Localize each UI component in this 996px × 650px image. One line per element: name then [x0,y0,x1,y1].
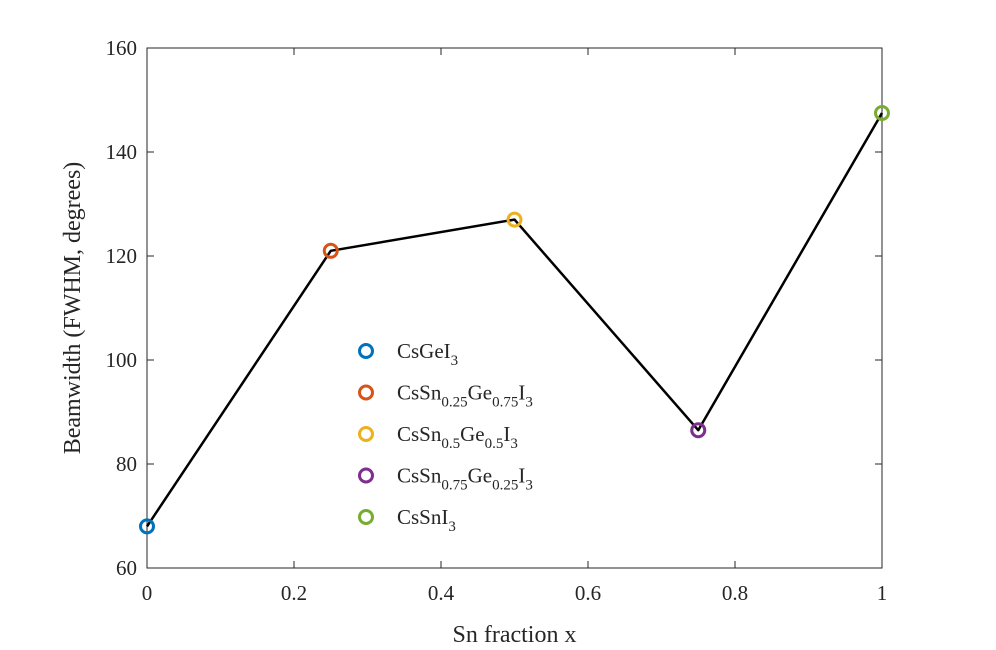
y-tick-label: 120 [106,244,138,268]
y-tick-label: 100 [106,348,138,372]
y-tick-label: 160 [106,36,138,60]
legend-label: CsSn0.75Ge0.25I3 [397,464,533,494]
y-axis-ticks: 60 80 100 120 140 160 [106,36,882,580]
data-series [139,105,890,535]
data-point-marker [690,422,707,439]
y-tick-label: 80 [116,452,137,476]
legend-marker [358,343,374,359]
data-point-marker [874,105,890,121]
legend-label: CsSnI3 [397,505,456,535]
legend-marker [358,426,374,442]
x-tick-label: 0 [142,581,153,605]
legend-label: CsGeI3 [397,339,458,369]
legend-marker [358,384,374,401]
y-tick-label: 140 [106,140,138,164]
x-tick-label: 0.8 [722,581,748,605]
axes-box [146,47,883,569]
data-point-marker [506,211,523,228]
legend: CsGeI3 CsSn0.25Ge0.75I3 CsSn0.5Ge0.5I3 CsSn… [358,339,533,535]
x-axis-ticks: 0 0.2 0.4 0.6 0.8 1 [142,48,888,605]
legend-label: CsSn0.5Ge0.5I3 [397,422,518,452]
y-tick-label: 60 [116,556,137,580]
data-point-marker [322,242,339,259]
legend-marker [358,509,374,525]
plot-area-background [147,48,882,568]
legend-marker [358,467,374,484]
x-tick-label: 0.2 [281,581,307,605]
x-tick-label: 0.6 [575,581,601,605]
axes-frame [146,47,883,569]
data-point-marker [139,518,155,535]
x-tick-label: 1 [877,581,888,605]
x-axis-label: Sn fraction x [453,622,577,648]
series-line [145,112,884,528]
legend-label: CsSn0.25Ge0.75I3 [397,381,533,411]
y-axis-label: Beamwidth (FWHM, degrees) [60,162,86,455]
x-tick-label: 0.4 [428,581,455,605]
